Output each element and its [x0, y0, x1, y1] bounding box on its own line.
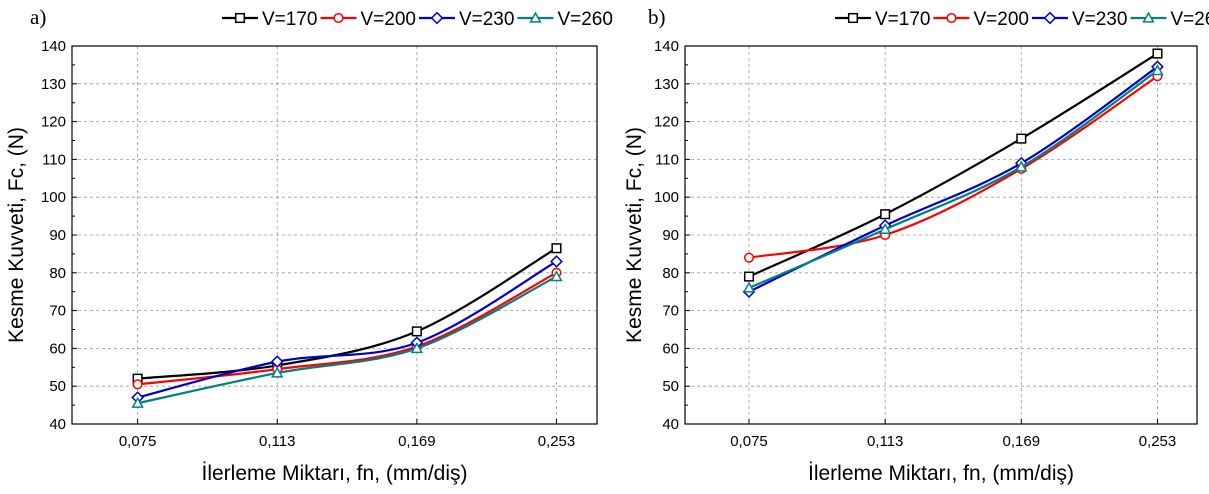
legend-label: V=200: [360, 9, 415, 30]
series-line: [748, 65, 1159, 293]
data-point: [1151, 64, 1164, 76]
data-point: [410, 341, 424, 354]
series-line: [137, 247, 558, 380]
series-line: [137, 260, 558, 399]
series-line: [137, 275, 557, 405]
legend: V=170 V=200 V=230 V=260: [835, 9, 1209, 30]
legend-marker: [333, 12, 344, 24]
x-axis-title: İlerleme Miktarı, fn, (mm/diş): [808, 462, 1074, 485]
y-tick-label: 100: [654, 189, 679, 206]
data-point: [878, 222, 892, 234]
x-tick-label: 0,253: [538, 433, 576, 450]
y-tick-label: 40: [662, 416, 679, 433]
legend-marker: [430, 11, 444, 25]
y-tick-label: 120: [41, 114, 66, 131]
legend-label: V=230: [1072, 9, 1127, 30]
x-tick-label: 0,169: [398, 433, 436, 450]
series-line: [748, 75, 1159, 259]
data-point: [411, 326, 422, 337]
data-point: [1015, 160, 1028, 172]
series-V=230: [131, 255, 563, 404]
x-tick-label: 0,075: [730, 433, 768, 450]
legend: V=170 V=200 V=230 V=260: [222, 9, 613, 30]
legend-label: V=170: [875, 9, 930, 30]
legend-marker: [529, 11, 542, 23]
x-tick-label: 0,075: [119, 433, 157, 450]
y-tick-label: 70: [662, 303, 679, 320]
series-V=200: [743, 71, 1163, 263]
legend-marker: [946, 12, 957, 24]
legend-marker: [1142, 11, 1155, 23]
legend-marker: [847, 12, 859, 24]
y-tick-label: 50: [662, 378, 679, 395]
x-tick-label: 0,113: [867, 433, 903, 450]
data-point: [550, 270, 563, 282]
chart-panel-a: 40 50 60 70 80 90 100 110 120 130 140 0,075 0,113 0,1…: [5, 5, 613, 485]
y-tick-label: 70: [49, 303, 66, 320]
y-tick-label: 110: [42, 151, 66, 168]
x-tick-label: 0,253: [1139, 433, 1177, 450]
legend-label: V=170: [262, 9, 317, 30]
legend-marker: [234, 12, 246, 24]
y-axis-title: Kesme Kuvveti, Fc, (N): [623, 127, 646, 343]
data-point: [1152, 48, 1163, 59]
x-tick-label: 0,169: [1003, 433, 1041, 450]
y-tick-label: 80: [662, 265, 679, 282]
y-tick-label: 100: [41, 189, 66, 206]
legend-marker: [1043, 11, 1057, 25]
series-V=260: [742, 64, 1164, 293]
data-point: [880, 209, 891, 220]
series-V=260: [131, 270, 563, 408]
legend-label: V=200: [973, 9, 1028, 30]
y-tick-label: 80: [49, 265, 66, 282]
panel-label: a): [30, 5, 46, 29]
y-tick-label: 60: [662, 340, 679, 357]
y-tick-label: 110: [655, 151, 679, 168]
data-point: [743, 271, 755, 282]
legend-label: V=230: [459, 9, 514, 30]
data-point: [1016, 133, 1027, 144]
y-axis-title: Kesme Kuvveti, Fc, (N): [5, 127, 28, 343]
series-line: [748, 69, 1159, 289]
data-point: [743, 252, 755, 263]
data-point: [742, 281, 756, 293]
y-tick-label: 90: [49, 227, 66, 244]
y-tick-label: 120: [654, 114, 679, 131]
series-line: [137, 271, 557, 386]
y-tick-label: 40: [49, 416, 66, 433]
data-point: [551, 243, 562, 254]
y-tick-label: 140: [41, 38, 66, 55]
panel-label: b): [648, 5, 666, 29]
data-point: [271, 366, 284, 378]
x-axis-title: İlerleme Miktarı, fn, (mm/diş): [201, 462, 467, 485]
data-point: [550, 255, 563, 268]
y-tick-label: 90: [662, 227, 679, 244]
y-tick-label: 60: [49, 340, 66, 357]
y-tick-label: 140: [654, 38, 679, 55]
data-point: [132, 379, 143, 390]
series-V=230: [742, 60, 1164, 299]
x-tick-label: 0,113: [259, 433, 295, 450]
y-tick-label: 50: [49, 378, 66, 395]
y-tick-label: 130: [654, 76, 679, 93]
y-tick-label: 130: [41, 76, 66, 93]
data-point: [131, 396, 144, 408]
legend-label: V=260: [1170, 9, 1209, 30]
legend-label: V=260: [557, 9, 612, 30]
chart-panel-b: 40 50 60 70 80 90 100 110 120 130 140 0,075 0,113 0,1…: [623, 5, 1209, 485]
series-line: [748, 52, 1159, 278]
